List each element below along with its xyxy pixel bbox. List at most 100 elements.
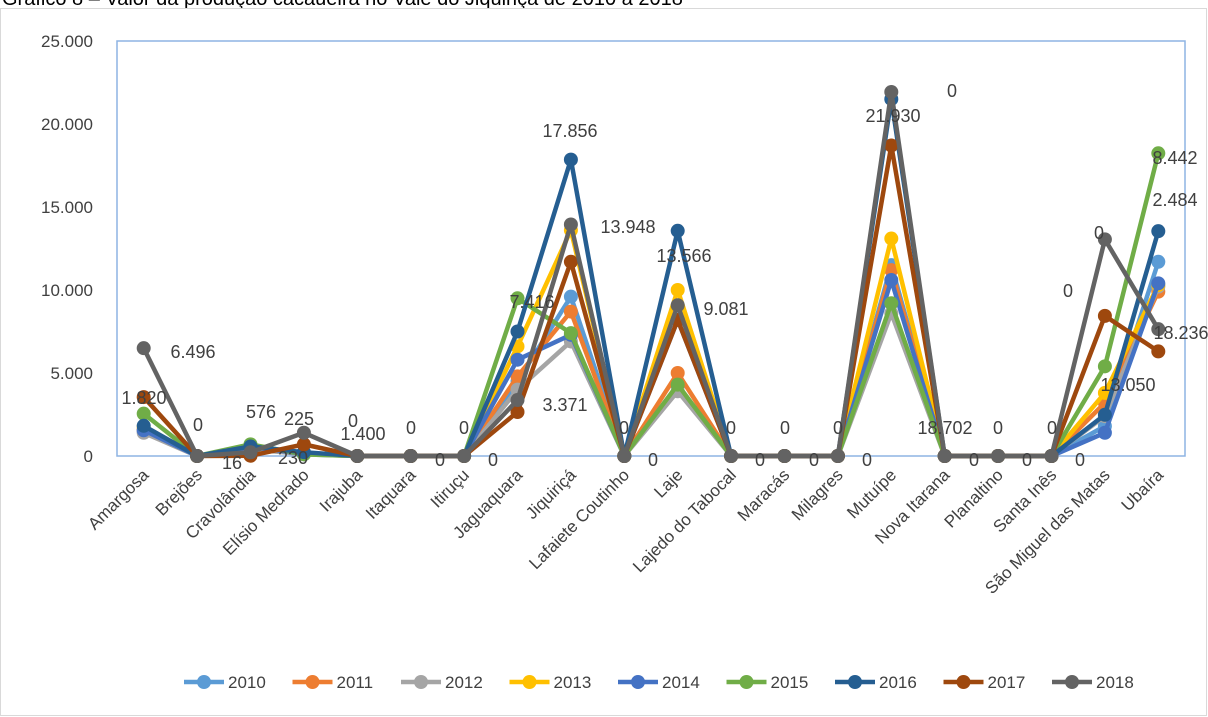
data-point-2018 xyxy=(1151,322,1166,337)
data-point-2015 xyxy=(884,296,899,311)
y-tick-label: 15.000 xyxy=(41,198,93,217)
legend-label-2011: 2011 xyxy=(337,673,374,692)
data-point-2010 xyxy=(563,289,578,304)
data-point-2018 xyxy=(937,449,952,463)
data-label: 8.442 xyxy=(1152,148,1197,168)
plot-area-border xyxy=(116,40,1186,457)
data-point-2018 xyxy=(1097,232,1112,247)
series-line-2016 xyxy=(142,96,1161,459)
x-tick-label: Itaquara xyxy=(362,465,420,523)
data-point-2017 xyxy=(296,437,311,452)
data-label: 0 xyxy=(755,450,765,470)
legend-marker-2014 xyxy=(631,675,645,689)
legend-label-2015: 2015 xyxy=(771,673,809,692)
data-point-2017 xyxy=(510,405,525,420)
legend-marker-2010 xyxy=(197,675,211,689)
data-label: 0 xyxy=(947,81,957,101)
chart-caption: Gráfico 8 – Valor da produção cacaueira … xyxy=(2,0,683,11)
legend-label-2017: 2017 xyxy=(988,673,1026,692)
legend-label-2018: 2018 xyxy=(1096,673,1134,692)
data-label: 230 xyxy=(278,448,308,468)
data-point-2016 xyxy=(1097,407,1112,422)
data-label: 16 xyxy=(222,453,242,473)
legend-label-2012: 2012 xyxy=(445,673,483,692)
data-point-2015 xyxy=(563,326,578,341)
chart-series xyxy=(136,84,1166,463)
data-label: 13.566 xyxy=(656,246,711,266)
data-point-2018 xyxy=(136,341,151,356)
y-tick-label: 25.000 xyxy=(41,32,93,51)
data-label: 1.400 xyxy=(340,424,385,444)
data-point-2017 xyxy=(1151,344,1166,359)
data-point-2018 xyxy=(403,449,418,463)
data-label: 0 xyxy=(969,450,979,470)
data-label: 2.484 xyxy=(1152,190,1197,210)
data-point-2015 xyxy=(136,406,151,421)
data-label: 0 xyxy=(833,418,843,438)
data-label: 13.948 xyxy=(600,217,655,237)
y-tick-label: 0 xyxy=(84,447,93,466)
data-point-2018 xyxy=(830,449,845,463)
x-tick-label: Ubaíra xyxy=(1118,465,1168,515)
data-label: 0 xyxy=(1075,450,1085,470)
legend-marker-2012 xyxy=(414,675,428,689)
legend-marker-2011 xyxy=(305,675,320,689)
data-label: 0 xyxy=(488,450,498,470)
x-tick-label: Maracás xyxy=(734,465,794,525)
x-tick-label: Lajedo do Tabocal xyxy=(629,465,740,576)
data-point-2014 xyxy=(510,352,525,367)
x-tick-label: Amargosa xyxy=(84,465,153,534)
data-point-2018 xyxy=(350,449,365,463)
data-point-2013 xyxy=(884,231,899,246)
data-label: 7.416 xyxy=(509,292,554,312)
data-point-2010 xyxy=(1151,254,1166,269)
data-point-2011 xyxy=(670,366,685,380)
data-label: 0 xyxy=(459,418,469,438)
data-point-2018 xyxy=(1044,449,1059,463)
data-label: 0 xyxy=(1063,281,1073,301)
data-point-2011 xyxy=(510,369,525,384)
data-label: 0 xyxy=(648,450,658,470)
legend-marker-2015 xyxy=(739,675,754,689)
data-point-2018 xyxy=(617,449,632,463)
data-point-2018 xyxy=(884,84,899,99)
data-point-2018 xyxy=(510,393,525,408)
data-point-2018 xyxy=(777,449,792,463)
data-point-2018 xyxy=(670,298,685,313)
legend-marker-2017 xyxy=(956,675,971,689)
data-label: 6.496 xyxy=(170,342,215,362)
data-point-2018 xyxy=(724,449,739,463)
data-label: 576 xyxy=(246,402,276,422)
data-point-2016 xyxy=(510,324,525,339)
data-label: 0 xyxy=(348,411,358,431)
x-tick-label: Laje xyxy=(650,465,686,501)
x-tick-label: Irajuba xyxy=(316,465,367,516)
data-point-2014 xyxy=(1151,276,1166,291)
data-point-2016 xyxy=(563,152,578,167)
data-label: 13.050 xyxy=(1100,375,1155,395)
legend-marker-2016 xyxy=(848,675,862,689)
data-point-2018 xyxy=(457,449,472,463)
data-label: 21.930 xyxy=(865,106,920,126)
data-label: 0 xyxy=(993,418,1003,438)
data-point-2014 xyxy=(884,273,899,288)
x-tick-label: Brejões xyxy=(152,465,206,519)
legend-label-2010: 2010 xyxy=(228,673,266,692)
series-line-2018 xyxy=(141,89,1161,459)
data-point-2013 xyxy=(670,283,685,297)
legend-marker-2018 xyxy=(1065,675,1079,689)
data-point-2017 xyxy=(884,138,899,153)
data-label: 0 xyxy=(193,415,203,435)
data-point-2015 xyxy=(1097,359,1112,374)
data-point-2015 xyxy=(510,291,525,306)
data-label: 9.081 xyxy=(703,299,748,319)
data-label: 0 xyxy=(406,418,416,438)
x-tick-label: Itiruçu xyxy=(427,465,473,511)
data-label: 0 xyxy=(809,450,819,470)
data-label: 225 xyxy=(284,409,314,429)
data-label: 0 xyxy=(1022,450,1032,470)
data-label: 3.371 xyxy=(542,395,587,415)
data-point-2016 xyxy=(136,418,151,433)
data-point-2017 xyxy=(1097,308,1112,323)
